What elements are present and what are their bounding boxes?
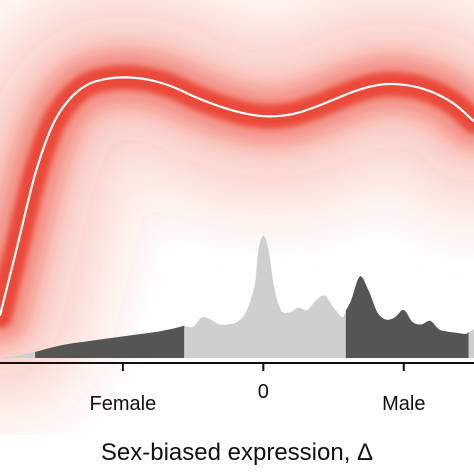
density-profile [0,235,474,358]
x-tick-label-1: Female [90,393,157,415]
x-tick-label-3: Male [382,393,425,415]
x-tick-label-2: 0 [258,381,269,403]
x-axis-ticks: Female 0 Male [90,363,425,415]
profile-bin-2 [35,325,185,358]
profile-bin-4 [345,276,469,358]
x-axis-title: Sex-biased expression, Δ [101,439,373,466]
profile-bin-5 [468,329,474,358]
fit-line [0,76,474,316]
profile-bin-3 [184,235,346,358]
density-band [0,0,474,431]
profile-bin-1 [0,352,36,358]
